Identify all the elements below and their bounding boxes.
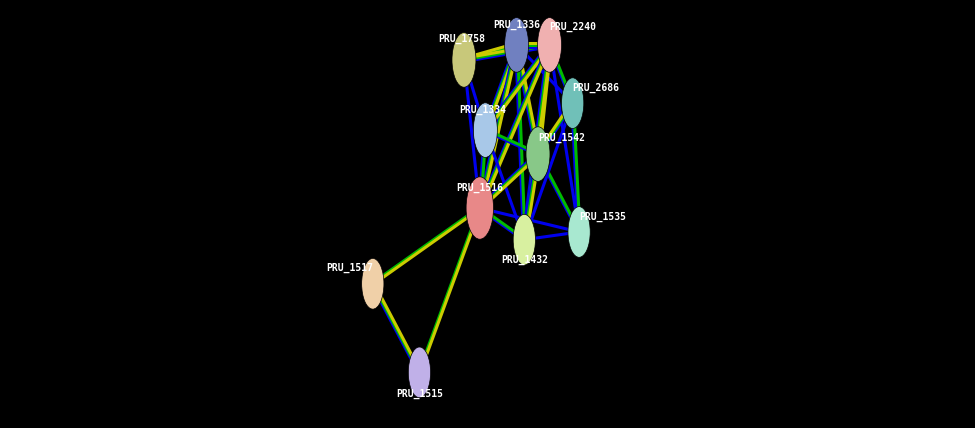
Ellipse shape: [568, 207, 590, 257]
Text: PRU_1758: PRU_1758: [439, 34, 486, 45]
Text: PRU_1535: PRU_1535: [579, 211, 626, 222]
Ellipse shape: [505, 18, 528, 72]
Text: PRU_2686: PRU_2686: [572, 83, 620, 93]
Ellipse shape: [562, 78, 584, 128]
Ellipse shape: [537, 18, 562, 72]
Text: PRU_1515: PRU_1515: [396, 389, 443, 399]
Text: PRU_1432: PRU_1432: [501, 255, 548, 265]
Text: PRU_1517: PRU_1517: [326, 262, 372, 273]
Text: PRU_1542: PRU_1542: [538, 133, 585, 143]
Ellipse shape: [513, 214, 535, 265]
Text: PRU_1334: PRU_1334: [460, 104, 507, 115]
Ellipse shape: [362, 259, 384, 309]
Text: PRU_2240: PRU_2240: [550, 22, 597, 32]
Ellipse shape: [474, 103, 497, 158]
Text: PRU_1516: PRU_1516: [456, 182, 503, 193]
Ellipse shape: [452, 33, 476, 87]
Ellipse shape: [409, 347, 431, 398]
Text: PRU_1336: PRU_1336: [493, 19, 540, 30]
Ellipse shape: [466, 177, 493, 239]
Ellipse shape: [526, 127, 550, 181]
